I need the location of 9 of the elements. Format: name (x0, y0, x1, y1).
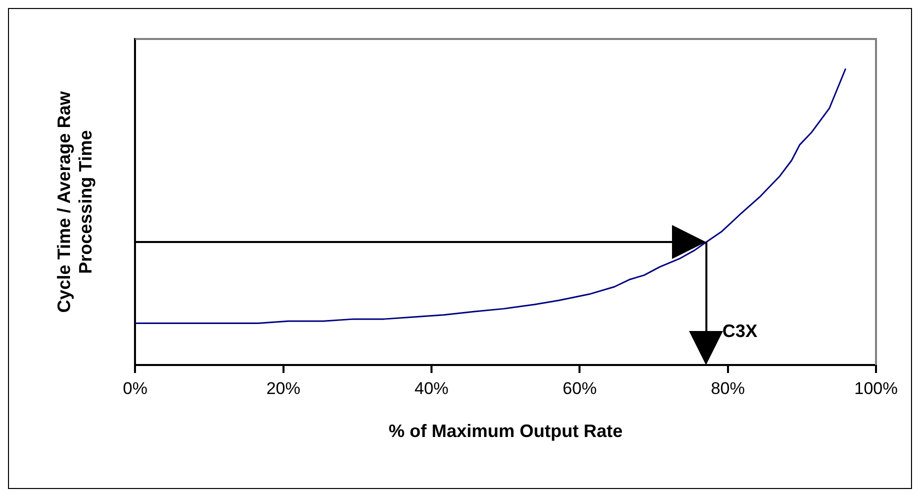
x-tick-label: 40% (414, 378, 449, 398)
y-axis-title: Cycle Time / Average Raw Processing Time (54, 90, 96, 313)
x-tick-label: 0% (122, 378, 148, 398)
x-tick-label: 20% (266, 378, 300, 398)
x-tick-label: 60% (562, 378, 597, 398)
x-tick-label: 100% (854, 378, 898, 398)
x-axis-title: % of Maximum Output Rate (388, 421, 623, 442)
x-tick-label: 80% (710, 378, 745, 398)
ref-line-label: C3X (722, 320, 758, 341)
